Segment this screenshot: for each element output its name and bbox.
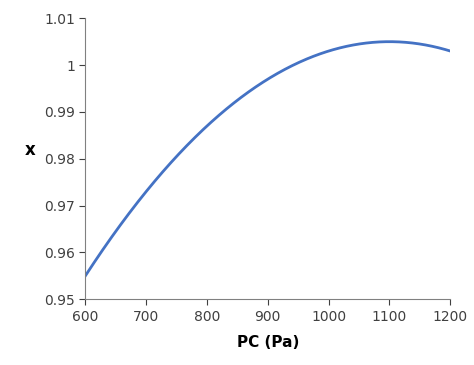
X-axis label: PC (Pa): PC (Pa): [237, 335, 299, 350]
Y-axis label: x: x: [25, 141, 36, 159]
